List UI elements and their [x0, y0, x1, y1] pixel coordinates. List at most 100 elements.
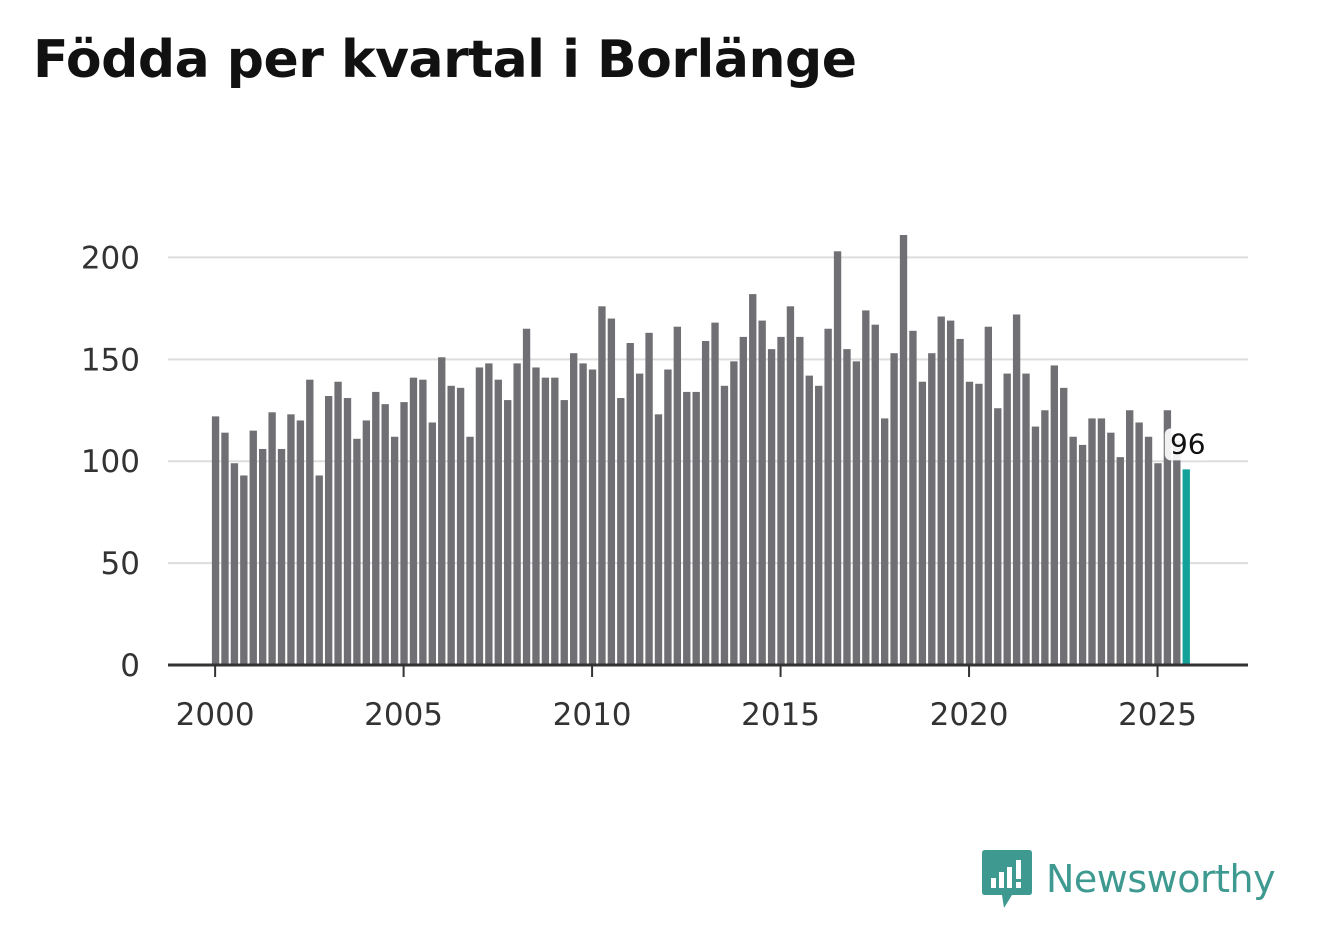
bar [1097, 418, 1106, 665]
bar [635, 373, 644, 665]
bar [447, 385, 455, 665]
bar [720, 385, 729, 665]
bar [522, 328, 531, 665]
bar [1060, 387, 1068, 665]
bar [824, 328, 832, 665]
newsworthy-logo: Newsworthy [982, 850, 1276, 908]
bar [654, 414, 663, 665]
bar [1126, 410, 1134, 665]
x-tick-label: 2015 [741, 697, 820, 733]
bar [1031, 426, 1040, 665]
bar [701, 340, 710, 665]
bar [551, 377, 559, 665]
bar [664, 369, 672, 665]
bar [409, 377, 418, 665]
y-tick-label: 200 [81, 240, 140, 276]
bar [730, 361, 738, 665]
bar [240, 475, 248, 665]
bar [1163, 410, 1172, 665]
bar [230, 463, 239, 665]
bar-labels: 96 [1164, 427, 1211, 461]
bar [739, 336, 747, 665]
bar [786, 306, 795, 665]
bar-chart-badge-icon [982, 850, 1032, 908]
bar [815, 385, 823, 665]
bar [456, 387, 465, 665]
bar [673, 326, 682, 665]
bar [249, 430, 257, 665]
bar [909, 330, 917, 665]
bar [984, 326, 993, 665]
bar [805, 375, 813, 665]
bar [758, 320, 766, 665]
x-tick-label: 2025 [1118, 697, 1197, 733]
bar [975, 383, 983, 665]
bar [928, 353, 936, 665]
bar [1078, 444, 1087, 665]
bar [438, 357, 446, 665]
bar [626, 343, 634, 665]
bar [381, 404, 389, 665]
bar [485, 363, 493, 665]
bar [513, 363, 521, 665]
bar [994, 408, 1002, 665]
bar [1107, 432, 1115, 665]
bar [749, 294, 757, 665]
bar [617, 398, 625, 665]
bar [899, 235, 908, 665]
y-tick-label: 100 [81, 444, 140, 480]
bar [1012, 314, 1021, 665]
y-tick-label: 150 [81, 342, 140, 378]
bar [796, 336, 804, 665]
bar [306, 379, 314, 665]
bar-highlight [1182, 469, 1190, 665]
bar [890, 353, 898, 665]
bar [579, 363, 587, 665]
bar [221, 432, 229, 665]
bar [287, 414, 295, 665]
bar [419, 379, 427, 665]
bar [268, 412, 276, 665]
chart-title: Födda per kvartal i Borlänge [33, 30, 857, 90]
x-tick-label: 2020 [930, 697, 1009, 733]
bar [862, 310, 870, 665]
bar [475, 367, 484, 665]
bars [211, 235, 1190, 665]
y-tick-label: 50 [101, 546, 140, 582]
bar [767, 349, 776, 665]
bar [833, 251, 842, 665]
bar [560, 400, 568, 665]
bar [956, 338, 964, 665]
bar [1173, 440, 1181, 665]
bar [918, 381, 927, 665]
bar [211, 416, 220, 665]
bar [946, 320, 955, 665]
bar [259, 448, 267, 665]
bar [324, 395, 333, 665]
bar [541, 377, 550, 665]
bar [1135, 422, 1143, 665]
bar [372, 391, 380, 665]
bar [692, 391, 700, 665]
bar [852, 361, 861, 665]
bar [1022, 373, 1030, 665]
bar [343, 398, 352, 665]
bar [1088, 418, 1096, 665]
x-tick-label: 2000 [176, 697, 255, 733]
bar [570, 353, 578, 665]
bar [1154, 463, 1162, 665]
bar [843, 349, 851, 665]
x-tick-label: 2005 [364, 697, 443, 733]
bar [1050, 365, 1058, 665]
bar [965, 381, 974, 665]
bar [296, 420, 305, 665]
bar [645, 332, 653, 665]
bar [1003, 373, 1011, 665]
bar [598, 306, 606, 665]
bar-label-background [1164, 428, 1211, 461]
bar [607, 318, 616, 665]
bar [871, 324, 879, 665]
bar [400, 402, 408, 665]
bar [315, 475, 323, 665]
